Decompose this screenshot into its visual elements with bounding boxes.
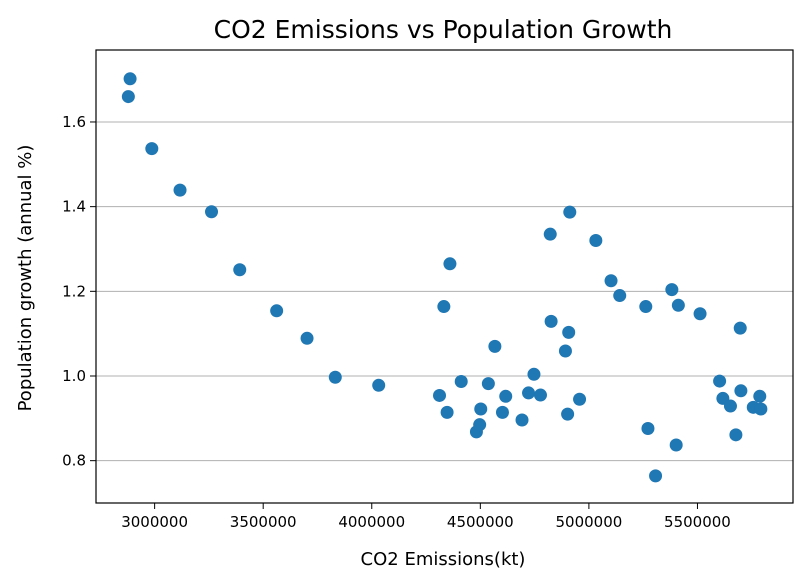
data-point bbox=[488, 339, 502, 353]
data-point bbox=[145, 142, 159, 156]
x-tick-label: 5000000 bbox=[555, 513, 622, 531]
data-point bbox=[641, 421, 655, 435]
data-point bbox=[515, 413, 529, 427]
data-point bbox=[473, 418, 487, 432]
data-point bbox=[649, 469, 663, 483]
y-tick-label: 1.2 bbox=[62, 282, 86, 300]
y-tick-label: 1.0 bbox=[62, 367, 86, 385]
data-point bbox=[123, 72, 137, 86]
data-point bbox=[562, 325, 576, 339]
data-point bbox=[713, 374, 727, 388]
chart-title: CO2 Emissions vs Population Growth bbox=[214, 15, 673, 44]
data-point bbox=[205, 205, 219, 219]
x-axis-ticks: 3000000 3500000 4000000 4500000 5000000 55000… bbox=[121, 503, 731, 531]
data-point bbox=[454, 374, 468, 388]
y-tick-label: 1.4 bbox=[62, 198, 86, 216]
data-point bbox=[437, 300, 451, 314]
data-point bbox=[121, 90, 135, 104]
data-point bbox=[233, 263, 247, 277]
y-axis-label: Population growth (annual %) bbox=[15, 145, 36, 412]
data-point bbox=[527, 367, 541, 381]
y-tick-label: 0.8 bbox=[62, 452, 86, 470]
data-point bbox=[589, 234, 603, 248]
data-points bbox=[121, 72, 768, 483]
data-point bbox=[372, 378, 386, 392]
data-point bbox=[328, 370, 342, 384]
data-point bbox=[671, 298, 685, 312]
data-point bbox=[300, 331, 314, 345]
x-tick-label: 5500000 bbox=[664, 513, 731, 531]
data-point bbox=[613, 289, 627, 303]
data-point bbox=[639, 300, 653, 314]
data-point bbox=[723, 399, 737, 413]
data-point bbox=[733, 321, 747, 335]
data-point bbox=[753, 389, 767, 403]
data-point bbox=[433, 388, 447, 402]
data-point bbox=[533, 388, 547, 402]
data-point bbox=[573, 392, 587, 406]
data-point bbox=[522, 386, 536, 400]
data-point bbox=[481, 377, 495, 391]
data-point bbox=[669, 438, 683, 452]
x-tick-label: 4000000 bbox=[338, 513, 405, 531]
data-point bbox=[440, 405, 454, 419]
data-point bbox=[173, 183, 187, 197]
data-point bbox=[561, 407, 575, 421]
data-point bbox=[558, 344, 572, 358]
x-tick-label: 3000000 bbox=[121, 513, 188, 531]
data-point bbox=[544, 314, 558, 328]
y-tick-label: 1.6 bbox=[62, 113, 86, 131]
data-point bbox=[665, 283, 679, 297]
x-tick-label: 3500000 bbox=[230, 513, 297, 531]
data-point bbox=[474, 402, 488, 416]
data-point bbox=[499, 389, 513, 403]
data-point bbox=[729, 428, 743, 442]
data-point bbox=[754, 402, 768, 416]
data-point bbox=[563, 205, 577, 219]
data-point bbox=[443, 257, 457, 271]
x-tick-label: 4500000 bbox=[447, 513, 514, 531]
data-point bbox=[495, 405, 509, 419]
data-point bbox=[270, 304, 284, 318]
data-point bbox=[604, 274, 618, 288]
x-axis-label: CO2 Emissions(kt) bbox=[361, 549, 526, 570]
plot-frame bbox=[95, 49, 794, 504]
data-point bbox=[543, 227, 557, 241]
y-axis-ticks: 0.8 1.0 1.2 1.4 1.6 bbox=[62, 113, 96, 470]
data-point bbox=[693, 307, 707, 321]
data-point bbox=[734, 384, 748, 398]
